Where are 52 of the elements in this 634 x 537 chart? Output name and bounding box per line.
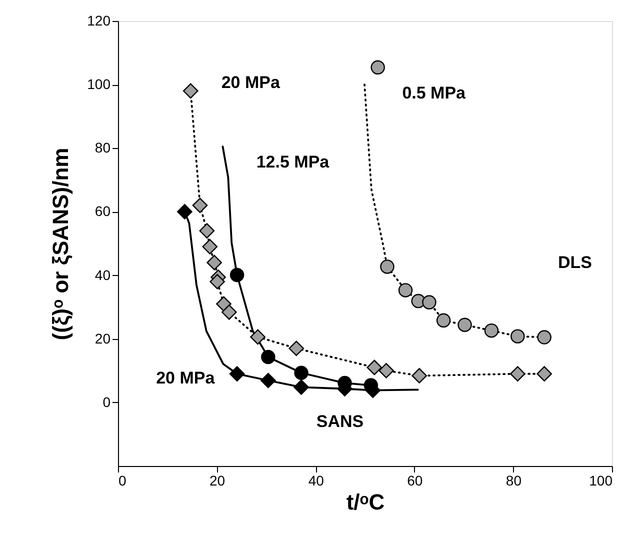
series-label: 20 MPa xyxy=(156,368,216,388)
x-axis-title: t/ᵒC xyxy=(346,490,385,514)
point xyxy=(250,329,266,345)
point xyxy=(366,360,382,376)
x-tick-label: 100 xyxy=(589,472,613,488)
x-tick-label: 60 xyxy=(407,472,423,488)
point xyxy=(436,313,451,328)
x-tick-label: 20 xyxy=(210,472,226,488)
point xyxy=(510,329,525,344)
point xyxy=(216,296,232,312)
y-tick-label: 100 xyxy=(87,76,111,92)
point xyxy=(294,380,309,395)
point xyxy=(412,368,428,384)
point xyxy=(206,254,222,270)
y-tick-label: 20 xyxy=(94,330,111,346)
y-tick-label: 40 xyxy=(94,266,111,283)
y-tick-label: 80 xyxy=(94,140,111,156)
point xyxy=(378,362,394,378)
point xyxy=(484,323,499,338)
series-label: 20 MPa xyxy=(221,72,280,92)
point xyxy=(229,366,245,382)
point xyxy=(294,366,308,380)
point xyxy=(230,268,244,282)
point xyxy=(458,318,472,332)
y-tick-label: 60 xyxy=(94,203,111,220)
point xyxy=(210,274,225,290)
x-tick-label: 80 xyxy=(506,472,522,488)
point xyxy=(288,340,304,356)
point xyxy=(370,60,385,75)
series-label: 0.5 MPa xyxy=(402,83,466,102)
y-tick-label: 0 xyxy=(102,394,111,410)
y-tick-label: 120 xyxy=(87,12,111,28)
annotation: DLS xyxy=(558,253,592,272)
point xyxy=(510,366,526,382)
y-axis-title: ((ξ)ᵒ or ξSANS)/nm xyxy=(48,148,74,340)
point xyxy=(192,198,208,214)
point xyxy=(182,83,198,99)
annotation: SANS xyxy=(316,412,364,431)
series-label: 12.5 MPa xyxy=(256,152,330,172)
point xyxy=(398,283,413,298)
x-tick-label: 0 xyxy=(118,472,126,488)
point xyxy=(537,330,552,344)
point xyxy=(422,295,436,310)
point xyxy=(202,239,218,254)
x-tick-label: 40 xyxy=(308,472,324,488)
point xyxy=(199,223,215,238)
point xyxy=(221,304,237,320)
point xyxy=(380,260,394,274)
point xyxy=(261,350,276,364)
point xyxy=(177,204,192,220)
point xyxy=(536,366,552,382)
point xyxy=(260,372,276,388)
